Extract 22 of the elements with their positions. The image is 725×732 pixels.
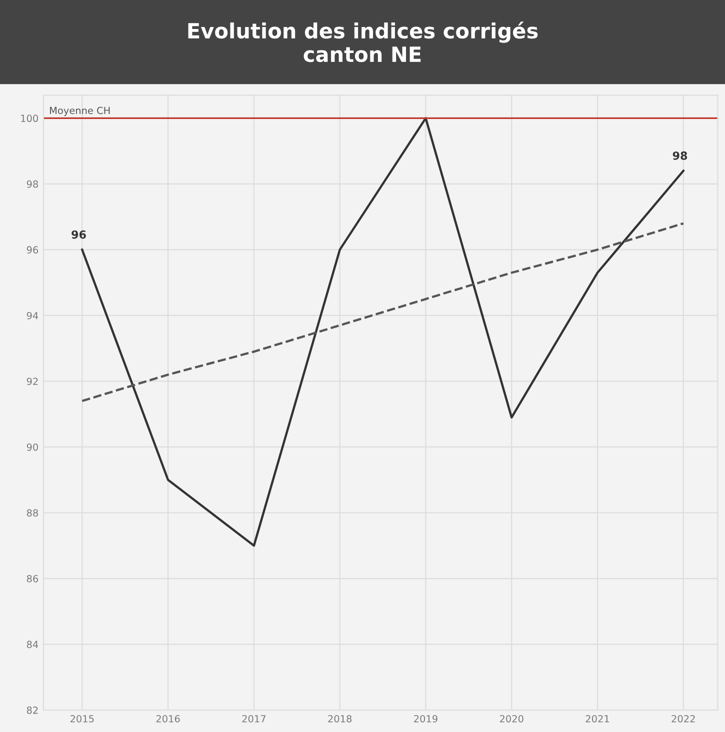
x-tick-label: 2020 xyxy=(500,715,524,722)
x-tick-label: 2019 xyxy=(414,715,438,722)
y-tick-label: 96 xyxy=(26,246,38,254)
ref-line-label: Moyenne CH xyxy=(50,106,110,116)
y-tick-label: 100 xyxy=(21,114,38,122)
x-tick-label: 2017 xyxy=(242,715,266,722)
data-label: 98 xyxy=(672,151,688,160)
y-tick-label: 86 xyxy=(26,574,38,582)
y-tick-label: 88 xyxy=(26,509,38,517)
chart-title: Evolution des indices corrigés canton NE xyxy=(188,22,538,62)
y-tick-label: 92 xyxy=(26,378,38,386)
y-tick-label: 94 xyxy=(26,312,38,320)
x-tick-label: 2016 xyxy=(156,715,180,722)
y-tick-label: 84 xyxy=(26,640,38,648)
y-tick-label: 82 xyxy=(26,706,38,714)
y-tick-label: 90 xyxy=(26,443,38,451)
x-tick-label: 2018 xyxy=(328,715,352,722)
x-tick-label: 2015 xyxy=(70,715,94,722)
x-tick-label: 2021 xyxy=(586,715,609,722)
y-tick-label: 98 xyxy=(26,180,38,188)
data-label: 96 xyxy=(72,230,86,239)
x-tick-label: 2022 xyxy=(672,715,695,722)
